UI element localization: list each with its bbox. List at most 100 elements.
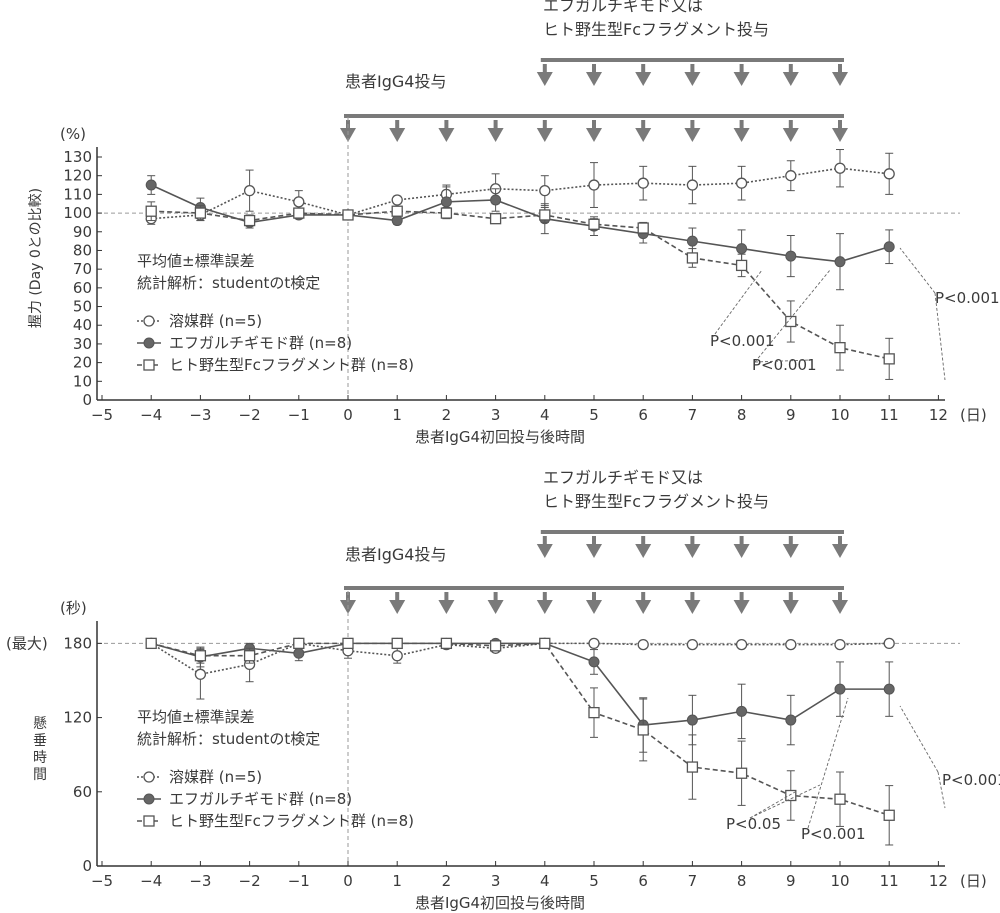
series-dashed xyxy=(145,637,895,846)
x-tick-label: 9 xyxy=(786,872,796,890)
y-tick-label: 120 xyxy=(63,709,92,727)
data-point xyxy=(637,222,649,234)
dosing-arrow xyxy=(782,120,799,142)
data-point xyxy=(834,256,846,268)
data-point xyxy=(243,214,256,227)
series-dashed xyxy=(145,201,895,380)
x-tick-label: 1 xyxy=(392,872,402,890)
data-point xyxy=(342,637,354,650)
data-point xyxy=(637,177,649,189)
dosing-arrow xyxy=(733,536,750,558)
data-point xyxy=(883,353,895,365)
stats-note: 統計解析：studentのt検定 xyxy=(137,730,320,748)
dosing-arrow xyxy=(832,120,848,142)
dosing-arrow xyxy=(586,592,602,614)
data-point xyxy=(834,638,846,651)
data-point xyxy=(342,209,354,221)
dosing-arrow xyxy=(389,592,406,614)
x-tick-label: −2 xyxy=(239,872,261,890)
p-value-annotation: P<0.001 xyxy=(710,269,775,350)
dosing-arrow xyxy=(340,592,356,614)
dosing-arrow xyxy=(782,592,799,614)
data-point xyxy=(440,637,453,650)
x-tick-label: 7 xyxy=(688,406,698,424)
y-tick-label: 0 xyxy=(82,857,92,875)
data-point xyxy=(735,177,748,189)
data-point xyxy=(736,705,748,717)
data-point xyxy=(785,638,797,651)
y-unit: (%) xyxy=(60,125,86,143)
x-tick-label: 0 xyxy=(343,406,353,424)
p-value-label: P<0.001 xyxy=(710,332,775,350)
data-point xyxy=(588,656,600,668)
x-tick-label: 5 xyxy=(589,406,599,424)
legend-label: 溶媒群 (n=5) xyxy=(169,768,262,786)
dosing-arrow xyxy=(635,64,652,86)
y-tick-label: 180 xyxy=(63,634,92,652)
dosing-arrow xyxy=(832,64,848,86)
data-point xyxy=(391,205,403,217)
y-unit: (秒) xyxy=(60,599,87,617)
data-point xyxy=(686,761,699,773)
dosing-arrow xyxy=(487,592,504,614)
x-axis-label: 患者IgG4初回投与後時間 xyxy=(415,428,585,446)
dosing-arrow xyxy=(684,536,701,558)
data-point xyxy=(785,315,797,328)
legend-item: 溶媒群 (n=5) xyxy=(137,312,262,330)
dosing-label: ヒト野生型Fcフラグメント投与 xyxy=(543,20,769,39)
data-point xyxy=(735,767,748,779)
data-point xyxy=(391,194,403,206)
dosing-arrow xyxy=(635,592,652,614)
x-tick-label: 7 xyxy=(688,872,698,890)
x-tick-label: 3 xyxy=(491,872,501,890)
data-point xyxy=(785,789,797,802)
y-tick-label: 120 xyxy=(63,167,92,185)
x-tick-label: 10 xyxy=(830,406,849,424)
data-point xyxy=(834,683,846,695)
x-tick-label: 11 xyxy=(880,406,899,424)
dosing-arrow xyxy=(389,120,406,142)
data-point xyxy=(440,196,452,208)
data-point xyxy=(686,252,699,264)
p-value-annotation: P<0.001 xyxy=(899,247,1000,381)
dosing-label: エフガルチギモド又は xyxy=(543,0,703,15)
x-unit: (日) xyxy=(960,406,987,424)
x-tick-label: 0 xyxy=(343,872,353,890)
data-point xyxy=(736,243,748,255)
dosing-label: 患者IgG4投与 xyxy=(345,72,446,91)
data-point xyxy=(588,637,600,650)
x-tick-label: 4 xyxy=(540,872,550,890)
x-tick-label: −3 xyxy=(189,406,211,424)
x-tick-label: 6 xyxy=(638,872,648,890)
series-line xyxy=(151,210,890,360)
data-point xyxy=(883,241,895,253)
x-tick-label: −5 xyxy=(91,872,113,890)
series-line xyxy=(150,184,890,263)
data-point xyxy=(145,637,157,650)
p-value-annotation: P<0.001 xyxy=(752,269,831,374)
stats-note: 統計解析：studentのt検定 xyxy=(137,274,320,292)
x-tick-label: −4 xyxy=(140,406,162,424)
y-tick-label: 110 xyxy=(63,185,92,203)
dosing-arrow xyxy=(782,64,799,86)
legend-label: ヒト野生型Fcフラグメント群 (n=8) xyxy=(169,356,414,374)
p-value-label: P<0.001 xyxy=(935,289,1000,307)
x-tick-label: −5 xyxy=(91,406,113,424)
dosing-arrow xyxy=(635,120,652,142)
series-line xyxy=(151,167,890,220)
dosing-arrow xyxy=(832,592,848,614)
data-point xyxy=(243,184,256,197)
dosing-arrow xyxy=(684,120,701,142)
x-tick-label: −2 xyxy=(239,406,261,424)
data-point xyxy=(883,683,895,695)
legend-item: ヒト野生型Fcフラグメント群 (n=8) xyxy=(137,812,414,830)
dosing-label: エフガルチギモド又は xyxy=(543,468,703,487)
data-point xyxy=(293,196,305,208)
x-tick-label: 11 xyxy=(880,872,899,890)
dosing-arrow xyxy=(586,120,602,142)
legend-item: ヒト野生型Fcフラグメント群 (n=8) xyxy=(137,356,414,374)
x-unit: (日) xyxy=(960,872,987,890)
x-tick-label: 9 xyxy=(786,406,796,424)
